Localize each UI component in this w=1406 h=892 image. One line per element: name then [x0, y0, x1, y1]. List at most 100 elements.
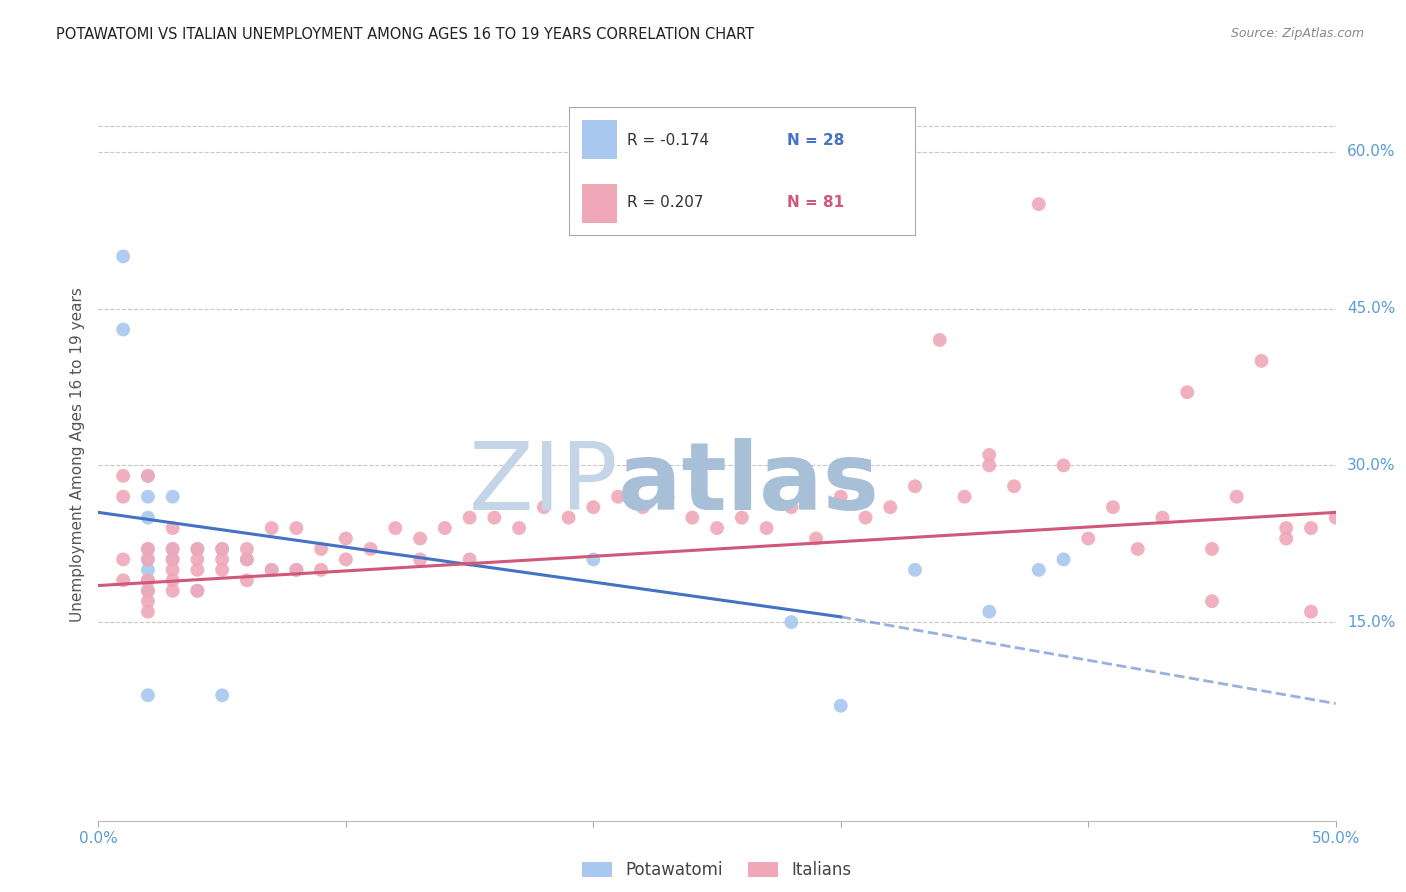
Point [1126, 541, 1149, 556]
Point [1028, 563, 1050, 577]
Point [186, 563, 208, 577]
Text: N = 28: N = 28 [787, 133, 844, 148]
Point [260, 563, 283, 577]
Point [162, 541, 184, 556]
Point [731, 510, 754, 524]
Point [136, 563, 159, 577]
Point [582, 552, 605, 566]
Point [112, 322, 135, 336]
Point [1275, 532, 1298, 546]
Point [136, 574, 159, 588]
Point [162, 490, 184, 504]
Point [285, 563, 308, 577]
Point [904, 563, 927, 577]
Text: atlas: atlas [619, 438, 879, 530]
Point [360, 541, 382, 556]
Point [1052, 552, 1074, 566]
Point [260, 521, 283, 535]
Point [409, 552, 432, 566]
Point [186, 552, 208, 566]
Point [335, 552, 357, 566]
Point [136, 552, 159, 566]
Text: 60.0%: 60.0% [1347, 145, 1395, 160]
Point [136, 583, 159, 598]
Point [136, 688, 159, 702]
Point [136, 468, 159, 483]
Point [706, 521, 728, 535]
Point [162, 552, 184, 566]
Point [904, 479, 927, 493]
Point [1152, 510, 1174, 524]
Point [1002, 479, 1025, 493]
Point [236, 541, 259, 556]
Point [162, 563, 184, 577]
Point [136, 552, 159, 566]
Point [236, 552, 259, 566]
Point [433, 521, 456, 535]
Point [582, 500, 605, 515]
Point [211, 541, 233, 556]
Point [879, 500, 901, 515]
Point [484, 510, 506, 524]
Text: 15.0%: 15.0% [1347, 615, 1395, 630]
Point [657, 490, 679, 504]
Point [979, 605, 1001, 619]
Point [533, 500, 555, 515]
Point [1250, 354, 1272, 368]
Point [953, 490, 976, 504]
Point [1102, 500, 1125, 515]
Point [1175, 385, 1198, 400]
Point [830, 698, 852, 713]
Point [285, 563, 308, 577]
Point [186, 583, 208, 598]
Point [136, 510, 159, 524]
Bar [582, 185, 617, 223]
Point [681, 510, 703, 524]
Text: POTAWATOMI VS ITALIAN UNEMPLOYMENT AMONG AGES 16 TO 19 YEARS CORRELATION CHART: POTAWATOMI VS ITALIAN UNEMPLOYMENT AMONG… [56, 27, 755, 42]
Point [162, 541, 184, 556]
Point [1275, 521, 1298, 535]
Point [409, 532, 432, 546]
Point [236, 552, 259, 566]
Point [1052, 458, 1074, 473]
Point [162, 583, 184, 598]
Point [211, 563, 233, 577]
Point [211, 688, 233, 702]
Point [162, 521, 184, 535]
Point [211, 552, 233, 566]
Text: 45.0%: 45.0% [1347, 301, 1395, 316]
Point [1028, 197, 1050, 211]
Point [458, 552, 481, 566]
Point [309, 563, 332, 577]
Point [136, 574, 159, 588]
Point [136, 541, 159, 556]
Point [112, 468, 135, 483]
Point [979, 448, 1001, 462]
Point [384, 521, 406, 535]
Point [136, 594, 159, 608]
Point [236, 574, 259, 588]
Point [309, 541, 332, 556]
Text: 30.0%: 30.0% [1347, 458, 1395, 473]
Point [780, 500, 803, 515]
Point [186, 541, 208, 556]
Point [186, 583, 208, 598]
Legend: Potawatomi, Italians: Potawatomi, Italians [575, 855, 859, 886]
Point [112, 574, 135, 588]
Point [804, 532, 827, 546]
Point [830, 490, 852, 504]
Y-axis label: Unemployment Among Ages 16 to 19 years: Unemployment Among Ages 16 to 19 years [69, 287, 84, 623]
Point [335, 532, 357, 546]
Point [508, 521, 530, 535]
Point [928, 333, 950, 347]
Point [1201, 541, 1223, 556]
Text: R = -0.174: R = -0.174 [627, 133, 710, 148]
Point [1299, 605, 1322, 619]
Point [631, 500, 654, 515]
Bar [582, 120, 617, 159]
Point [136, 541, 159, 556]
Point [136, 583, 159, 598]
Point [112, 490, 135, 504]
Point [186, 541, 208, 556]
Point [458, 510, 481, 524]
